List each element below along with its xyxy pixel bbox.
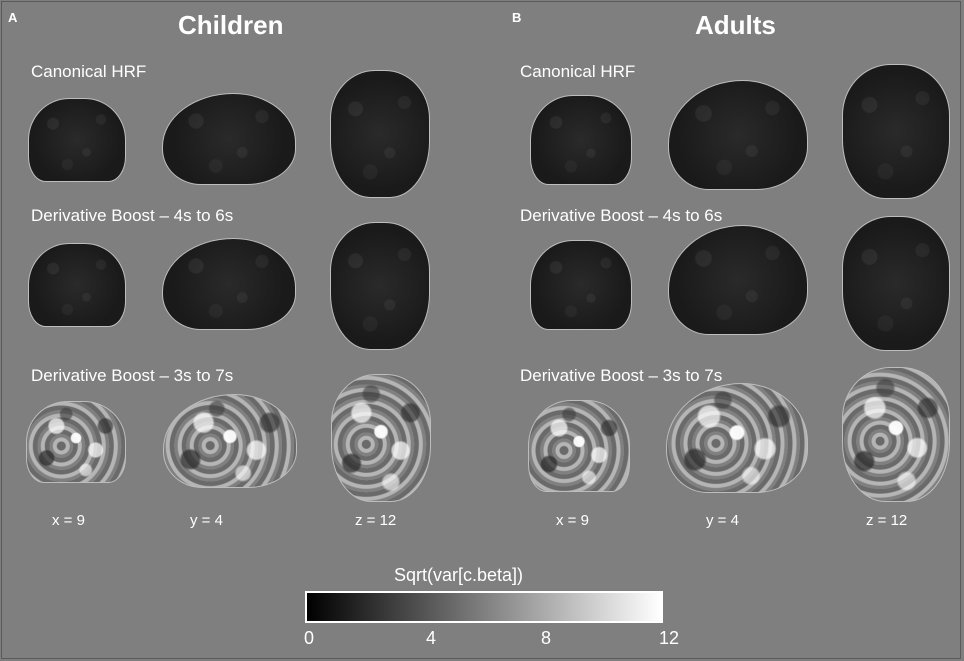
brain-a-row3-coronal-image [26, 401, 126, 483]
panel-b-row2-label: Derivative Boost – 4s to 6s [520, 206, 723, 225]
brain-a-row1-coronal-image [28, 98, 126, 182]
colorbar-tick-12: 12 [658, 628, 680, 648]
panel-b-x-label: x = 9 [556, 512, 589, 529]
brain-b-row1-axial-image [842, 64, 950, 199]
brain-b-row2-sagittal-image [668, 225, 808, 335]
brain-a-row3-sagittal-image [163, 394, 297, 488]
panel-a-row1-label: Canonical HRF [31, 62, 147, 81]
panel-b-z-label: z = 12 [866, 512, 908, 529]
panel-b-y-label: y = 4 [706, 512, 739, 529]
brain-a-row3-axial-image [331, 374, 431, 502]
panel-b-title: Adults [695, 10, 776, 40]
colorbar-tick-0: 0 [303, 628, 315, 648]
colorbar-title: Sqrt(var[c.beta]) [394, 565, 524, 585]
panel-a-title: Children [178, 10, 284, 40]
brain-b-row2-coronal-image [530, 240, 632, 330]
brain-a-row2-sagittal-image [162, 238, 296, 330]
panel-b-row3-label: Derivative Boost – 3s to 7s [520, 366, 723, 385]
brain-b-row2-axial-image [842, 216, 950, 351]
panel-a-row3-label: Derivative Boost – 3s to 7s [31, 366, 234, 385]
brain-a-row1-axial-image [330, 70, 430, 198]
brain-a-row2-coronal-image [28, 243, 126, 327]
brain-a-row2-axial-image [330, 222, 430, 350]
panel-a-z-label: z = 12 [355, 512, 397, 529]
panel-b-row1-label: Canonical HRF [520, 62, 636, 81]
brain-b-row3-sagittal-image [666, 383, 808, 493]
brain-b-row1-coronal-image [530, 95, 632, 185]
colorbar [305, 591, 663, 623]
panel-a-row2-label: Derivative Boost – 4s to 6s [31, 206, 234, 225]
colorbar-tick-4: 4 [425, 628, 437, 648]
panel-a-x-label: x = 9 [52, 512, 85, 529]
brain-a-row1-sagittal-image [162, 93, 296, 185]
panel-a-letter: A [8, 10, 18, 25]
brain-b-row3-coronal-image [528, 400, 630, 492]
panel-a-y-label: y = 4 [190, 512, 223, 529]
brain-b-row1-sagittal-image [668, 80, 808, 190]
brain-b-row3-axial-image [842, 367, 950, 502]
panel-b-letter: B [512, 10, 522, 25]
colorbar-tick-8: 8 [540, 628, 552, 648]
